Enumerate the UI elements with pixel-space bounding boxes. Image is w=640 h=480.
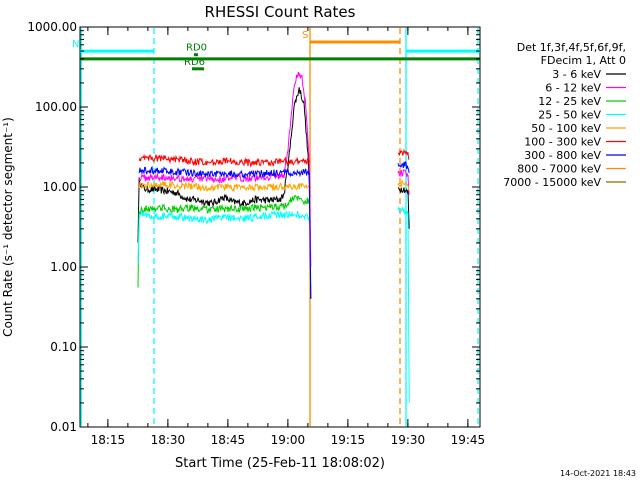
legend-entry-label: 25 - 50 keV [538, 109, 601, 122]
annotation-layer: N RD0 RD6 S [72, 28, 480, 426]
legend-entry-label: 3 - 6 keV [552, 68, 601, 81]
series-line [397, 187, 410, 229]
y-tick-label: 1000.00 [27, 20, 77, 34]
y-axis-label: Count Rate (s⁻¹ detector segment⁻¹) [1, 117, 15, 337]
legend-entry-label: 12 - 25 keV [538, 95, 601, 108]
series-line [138, 165, 312, 299]
x-tick-label: 18:15 [91, 433, 126, 447]
y-tick-label: 0.01 [50, 420, 77, 434]
legend-header-line: Det 1f,3f,4f,5f,6f,9f, [517, 41, 626, 54]
legend-entry-label: 6 - 12 keV [545, 82, 601, 95]
series-line [138, 153, 310, 168]
x-axis-label: Start Time (25-Feb-11 18:08:02) [175, 456, 385, 471]
series-line [397, 161, 410, 174]
series-line [397, 180, 410, 191]
series-line [137, 194, 311, 288]
y-tick-label: 1.00 [50, 260, 77, 274]
legend-header-line: FDecim 1, Att 0 [541, 54, 626, 67]
y-tick-label: 10.00 [43, 180, 77, 194]
x-tick-label: 18:45 [211, 433, 246, 447]
y-tick-label: 100.00 [35, 100, 77, 114]
y-tick-label: 0.10 [50, 340, 77, 354]
chart-title: RHESSI Count Rates [205, 3, 356, 21]
annotation-label: N [72, 39, 79, 50]
x-tick-label: 18:30 [151, 433, 186, 447]
x-tick-label: 19:15 [331, 433, 366, 447]
x-tick-label: 19:45 [451, 433, 486, 447]
x-tick-label: 19:30 [391, 433, 426, 447]
series-line [137, 71, 312, 268]
axis-layer: 0.01 0.10 1.00 10.00 100.00 1000.00 18:15 18:30… [27, 20, 485, 447]
annotation-label: S [302, 30, 308, 41]
legend-entry-label: 50 - 100 keV [531, 122, 601, 135]
legend-entry-label: 100 - 300 keV [524, 136, 601, 149]
legend: Det 1f,3f,4f,5f,6f,9f,FDecim 1, Att 03 -… [503, 41, 626, 189]
plot-frame [79, 26, 481, 428]
series-line [397, 205, 410, 403]
series-line [138, 180, 310, 193]
legend-entry-label: 300 - 800 keV [524, 149, 601, 162]
series-line [137, 209, 311, 264]
series-line [398, 148, 410, 160]
x-tick-label: 19:00 [271, 433, 306, 447]
annotation-label: RD6 [184, 57, 205, 68]
annotation-label: RD0 [186, 43, 207, 54]
series-line [397, 168, 410, 195]
footer-timestamp: 14-Oct-2021 18:43 [560, 469, 636, 478]
legend-entry-label: 800 - 7000 keV [517, 163, 601, 176]
series-layer [137, 71, 410, 403]
legend-entry-label: 7000 - 15000 keV [503, 176, 601, 189]
series-line [137, 87, 312, 299]
